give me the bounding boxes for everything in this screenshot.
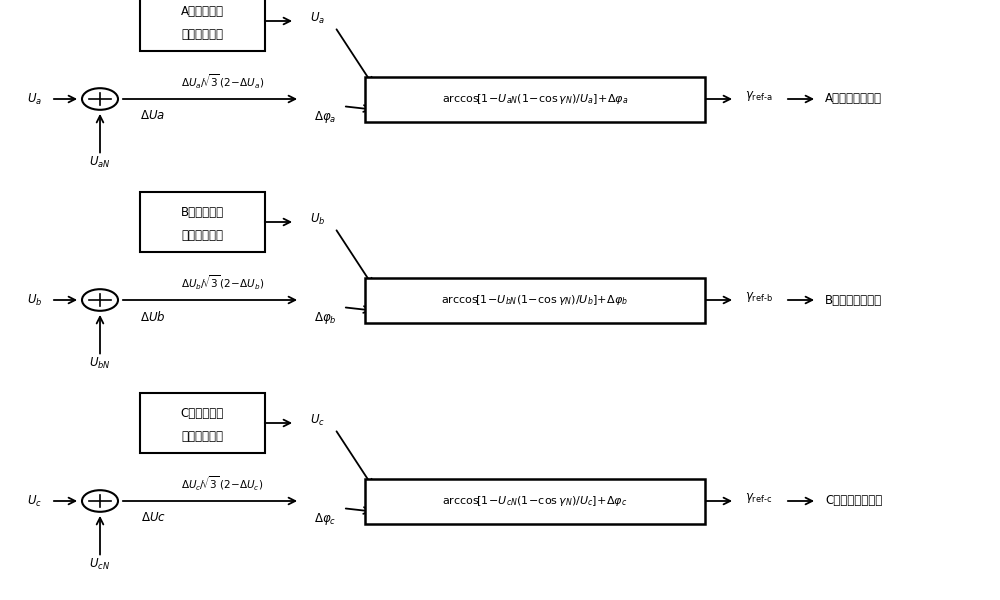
Text: $\Delta U_{\mathit{c}}/\!\sqrt{3}\,(2\!-\!\Delta U_{\mathit{c}})$: $\Delta U_{\mathit{c}}/\!\sqrt{3}\,(2\!-… [181,475,264,493]
FancyBboxPatch shape [140,393,265,453]
Text: C相触发角指令值: C相触发角指令值 [825,494,882,508]
Text: $\Delta Ub$: $\Delta Ub$ [140,310,166,324]
Text: $U_{\mathit{a}}$: $U_{\mathit{a}}$ [27,91,43,107]
Text: $U_{\mathit{cN}}$: $U_{\mathit{cN}}$ [89,556,111,572]
Text: $\mathrm{arccos}\!\left[1\!-\!U_{\mathit{cN}}\left(1\!-\!\cos\gamma_N\right)/U_{: $\mathrm{arccos}\!\left[1\!-\!U_{\mathit… [442,494,628,508]
Text: $U_{\mathit{a}}$: $U_{\mathit{a}}$ [310,10,325,26]
Text: $\gamma_{\mathrm{ref\text{-}c}}$: $\gamma_{\mathrm{ref\text{-}c}}$ [745,491,772,505]
FancyBboxPatch shape [365,479,705,523]
Text: $\Delta\varphi_{\mathit{c}}$: $\Delta\varphi_{\mathit{c}}$ [314,511,336,527]
FancyBboxPatch shape [140,192,265,252]
Text: B相阀臂换相: B相阀臂换相 [181,206,224,219]
Text: $\Delta\varphi_{\mathit{b}}$: $\Delta\varphi_{\mathit{b}}$ [314,310,336,326]
Text: 电压幅值检测: 电压幅值检测 [181,28,223,41]
Text: 电压幅值检测: 电压幅值检测 [181,229,223,242]
FancyBboxPatch shape [140,0,265,51]
Text: B相触发角指令值: B相触发角指令值 [825,293,882,307]
Text: $U_{\mathit{b}}$: $U_{\mathit{b}}$ [27,292,43,308]
FancyBboxPatch shape [365,76,705,121]
Text: $U_{\mathit{b}}$: $U_{\mathit{b}}$ [310,211,325,227]
FancyBboxPatch shape [365,277,705,323]
Text: $\Delta Ua$: $\Delta Ua$ [140,109,166,122]
Text: C相阀臂换相: C相阀臂换相 [181,407,224,420]
Text: 电压幅值检测: 电压幅值检测 [181,430,223,443]
Text: $\mathrm{arccos}\!\left[1\!-\!U_{\mathit{bN}}\left(1\!-\!\cos\gamma_N\right)/U_{: $\mathrm{arccos}\!\left[1\!-\!U_{\mathit… [441,293,629,307]
Text: $\gamma_{\mathrm{ref\text{-}a}}$: $\gamma_{\mathrm{ref\text{-}a}}$ [745,89,773,103]
Text: $U_{\mathit{bN}}$: $U_{\mathit{bN}}$ [89,355,111,371]
Text: $U_{\mathit{c}}$: $U_{\mathit{c}}$ [310,412,325,428]
Text: $\Delta\varphi_{\mathit{a}}$: $\Delta\varphi_{\mathit{a}}$ [314,109,336,125]
Text: $\Delta U_{\mathit{a}}/\!\sqrt{3}\,(2\!-\!\Delta U_{\mathit{a}})$: $\Delta U_{\mathit{a}}/\!\sqrt{3}\,(2\!-… [181,73,264,91]
Text: $U_{\mathit{aN}}$: $U_{\mathit{aN}}$ [89,154,111,170]
Text: A相阀臂换相: A相阀臂换相 [181,5,224,18]
Text: $U_{\mathit{c}}$: $U_{\mathit{c}}$ [27,493,43,509]
Text: $\gamma_{\mathrm{ref\text{-}b}}$: $\gamma_{\mathrm{ref\text{-}b}}$ [745,290,773,304]
Text: $\mathrm{arccos}\!\left[1\!-\!U_{\mathit{aN}}\left(1\!-\!\cos\gamma_N\right)/U_{: $\mathrm{arccos}\!\left[1\!-\!U_{\mathit… [442,92,628,106]
Text: $\Delta U_{\mathit{b}}/\!\sqrt{3}\,(2\!-\!\Delta U_{\mathit{b}})$: $\Delta U_{\mathit{b}}/\!\sqrt{3}\,(2\!-… [181,274,264,292]
Text: $\Delta Uc$: $\Delta Uc$ [141,511,165,524]
Text: A相触发角指令值: A相触发角指令值 [825,92,882,106]
